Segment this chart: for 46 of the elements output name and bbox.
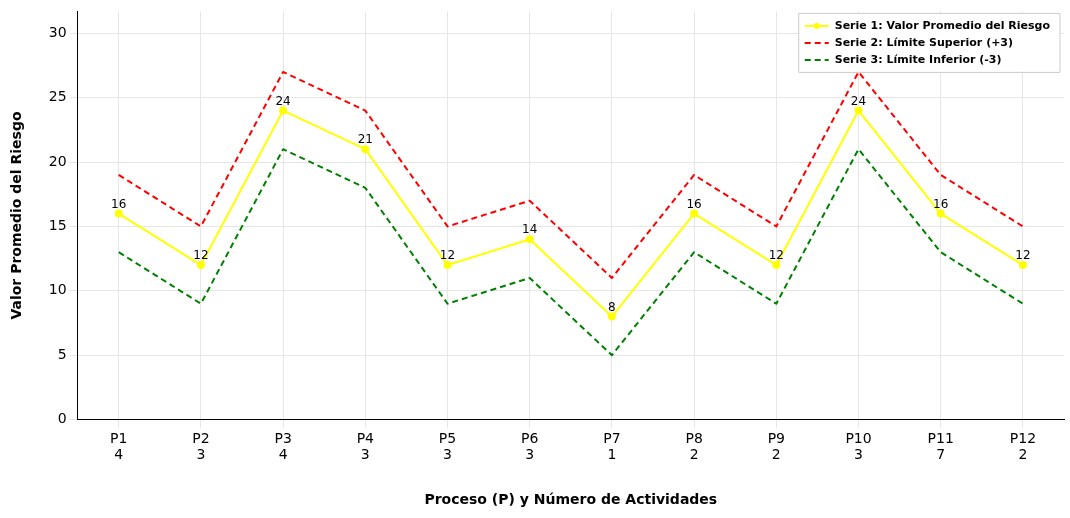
data-label: 16 xyxy=(111,196,127,211)
point xyxy=(690,209,699,218)
x-tick-label: P2 3 xyxy=(192,429,210,463)
y-tick-label: 20 xyxy=(48,152,67,169)
data-label: 12 xyxy=(439,248,456,263)
data-label: 8 xyxy=(608,299,616,314)
x-tick-label: P5 3 xyxy=(438,429,457,463)
point xyxy=(772,261,781,270)
x-tick-label: P4 3 xyxy=(356,429,375,463)
data-label: 12 xyxy=(1015,248,1031,263)
x-tick-label: P7 1 xyxy=(603,429,621,463)
point xyxy=(607,312,616,321)
x-tick-label: P8 2 xyxy=(685,429,703,463)
data-label: 24 xyxy=(850,93,867,108)
point xyxy=(196,261,205,270)
point xyxy=(361,145,370,154)
point xyxy=(114,209,123,218)
x-tick-label: P1 4 xyxy=(110,429,128,463)
y-tick-label: 10 xyxy=(48,281,67,298)
x-tick-label: P3 4 xyxy=(274,429,292,463)
y-tick-label: 25 xyxy=(48,88,67,105)
y-tick-label: 15 xyxy=(48,217,67,234)
data-label: 24 xyxy=(275,93,291,108)
y-tick-label: 0 xyxy=(57,410,67,427)
data-label: 16 xyxy=(933,196,949,211)
y-axis-title: Valor Promedio del Riesgo xyxy=(8,111,25,320)
point xyxy=(443,261,452,270)
point xyxy=(279,106,288,115)
legend-label: Serie 3: Límite Inferior (-3) xyxy=(834,52,1002,66)
x-tick-label: P11 7 xyxy=(927,429,954,463)
legend-label: Serie 1: Valor Promedio del Riesgo xyxy=(834,18,1051,32)
x-tick-label: P10 3 xyxy=(845,429,872,463)
y-tick-label: 30 xyxy=(48,23,67,40)
x-tick-label: P6 3 xyxy=(521,429,539,463)
point xyxy=(854,106,863,115)
data-label: 14 xyxy=(522,222,538,237)
point xyxy=(1018,261,1027,270)
point xyxy=(525,235,534,244)
data-label: 16 xyxy=(686,196,702,211)
point xyxy=(936,209,945,218)
x-tick-label: P9 2 xyxy=(767,429,785,463)
legend-label: Serie 2: Límite Superior (+3) xyxy=(834,35,1014,49)
x-tick-label: P12 2 xyxy=(1009,429,1037,463)
x-axis-title: Proceso (P) y Número de Actividades xyxy=(424,491,718,508)
y-tick-label: 5 xyxy=(57,345,67,362)
data-label: 21 xyxy=(357,132,373,147)
